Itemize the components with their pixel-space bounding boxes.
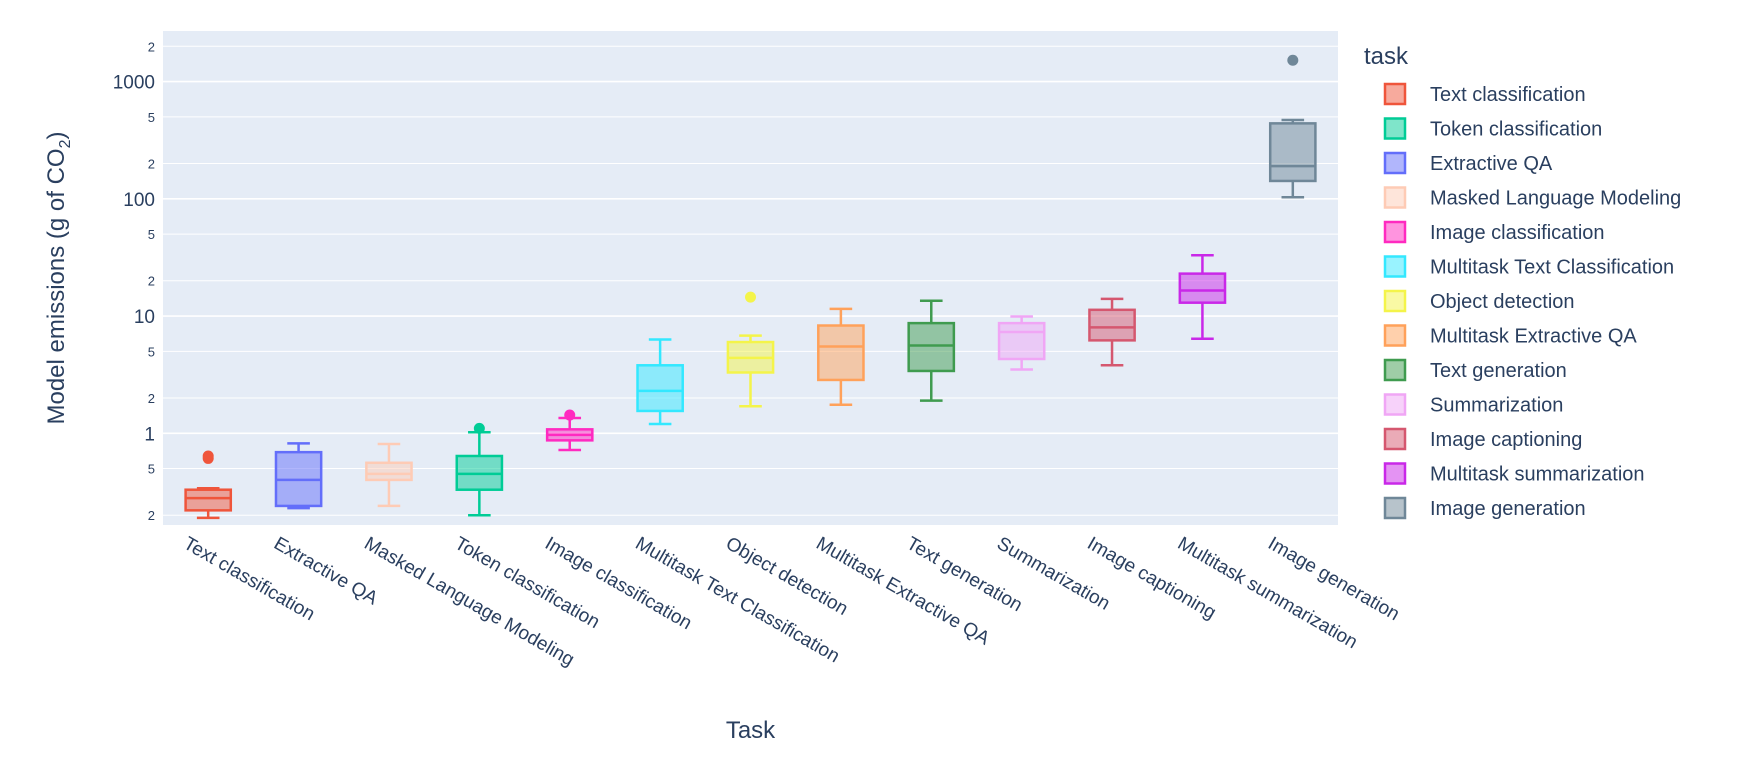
y-minor-tick-label: 2: [148, 274, 155, 289]
box-iqr: [817, 324, 865, 382]
y-minor-tick-label: 2: [148, 157, 155, 172]
legend-label: Extractive QA: [1430, 153, 1553, 175]
box-group: [1178, 253, 1227, 341]
legend-label: Multitask summarization: [1430, 464, 1645, 486]
y-tick-label: 1: [144, 424, 155, 445]
legend-item: Text classification: [1383, 82, 1586, 106]
legend-title: task: [1364, 43, 1409, 70]
x-axis-title: Task: [726, 717, 776, 744]
box-iqr: [636, 364, 684, 413]
box-group: [997, 315, 1046, 371]
legend-item: Image captioning: [1383, 427, 1582, 451]
legend-label: Masked Language Modeling: [1430, 188, 1681, 210]
box-iqr: [997, 321, 1046, 361]
y-tick-labels: 1 10 100 1000 2 5 2 5 2 5 2 5 2: [113, 39, 155, 523]
legend-item: Summarization: [1383, 393, 1563, 417]
legend-swatch: [1383, 462, 1407, 485]
legend-swatch: [1383, 151, 1407, 175]
y-tick-label: 10: [134, 307, 155, 328]
legend-swatch: [1383, 82, 1407, 106]
legend-swatch: [1383, 220, 1407, 244]
legend-swatch: [1383, 358, 1407, 382]
x-tick-label: Token classification: [451, 533, 603, 633]
legend-swatch: [1383, 255, 1407, 278]
legend-label: Image captioning: [1430, 429, 1582, 451]
legend-item: Text generation: [1383, 358, 1567, 382]
legend-label: Image classification: [1430, 222, 1605, 244]
legend-label: Token classification: [1430, 119, 1602, 141]
legend-swatch: [1383, 427, 1407, 451]
box-group: [817, 307, 865, 407]
legend-label: Text generation: [1430, 360, 1567, 382]
box-iqr: [907, 321, 956, 373]
y-minor-tick-label: 5: [148, 344, 155, 359]
box-outlier: [564, 409, 576, 421]
y-axis-title: Model emissions (g of CO2): [43, 132, 74, 425]
legend-label: Summarization: [1430, 395, 1563, 417]
plot-background: [163, 31, 1338, 525]
legend-item: Image generation: [1383, 496, 1586, 520]
legend-label: Multitask Extractive QA: [1430, 326, 1637, 348]
legend-swatch: [1383, 496, 1407, 520]
legend-swatch: [1383, 289, 1407, 313]
legend-swatch: [1383, 393, 1407, 416]
legend: task Text classification Token classifica…: [1364, 43, 1681, 520]
legend-label: Text classification: [1430, 84, 1586, 106]
box-group: [545, 409, 594, 452]
box-iqr: [1178, 272, 1227, 304]
legend-swatch: [1383, 186, 1407, 209]
box-outlier: [202, 450, 214, 462]
legend-item: Token classification: [1383, 117, 1602, 141]
legend-label: Object detection: [1430, 291, 1575, 313]
y-minor-tick-label: 5: [148, 110, 155, 125]
y-axis-title-subscript: 2: [57, 139, 74, 148]
legend-swatch: [1383, 324, 1407, 347]
legend-item: Masked Language Modeling: [1383, 186, 1681, 210]
y-tick-label: 100: [123, 190, 155, 211]
box-group: [455, 422, 504, 517]
box-group: [636, 338, 684, 426]
box-group: [365, 442, 413, 508]
legend-label: Image generation: [1430, 498, 1586, 520]
y-minor-tick-label: 5: [148, 227, 155, 242]
x-tick-label: Image classification: [541, 533, 695, 634]
box-iqr: [184, 488, 233, 512]
y-minor-tick-label: 2: [148, 391, 155, 406]
legend-item: Multitask Text Classification: [1383, 255, 1674, 279]
y-minor-tick-label: 2: [148, 39, 155, 54]
legend-item: Multitask Extractive QA: [1383, 324, 1637, 348]
legend-item: Object detection: [1383, 289, 1575, 313]
box-outlier: [1287, 54, 1299, 66]
y-minor-tick-label: 5: [148, 462, 155, 477]
box-group: [1268, 54, 1317, 199]
box-group: [1088, 297, 1136, 367]
legend-label: Multitask Text Classification: [1430, 257, 1674, 279]
legend-item: Extractive QA: [1383, 151, 1553, 175]
box-group: [184, 450, 233, 520]
box-group: [274, 442, 323, 510]
y-axis-title-suffix: ): [43, 132, 70, 140]
y-axis-title-main: Model emissions (g of CO: [43, 148, 70, 424]
box-group: [907, 299, 956, 402]
legend-item: Multitask summarization: [1383, 462, 1645, 486]
box-iqr: [365, 461, 413, 482]
box-group: [726, 291, 775, 408]
box-iqr: [1268, 122, 1317, 183]
box-outlier: [473, 422, 485, 434]
box-layer: [184, 54, 1317, 520]
legend-swatch: [1383, 117, 1407, 140]
box-iqr: [1088, 308, 1136, 342]
legend-item: Image classification: [1383, 220, 1605, 244]
box-outlier: [745, 291, 756, 303]
grid-layer: [163, 45, 1338, 516]
y-minor-tick-label: 2: [148, 508, 155, 523]
y-tick-label: 1000: [113, 73, 155, 94]
